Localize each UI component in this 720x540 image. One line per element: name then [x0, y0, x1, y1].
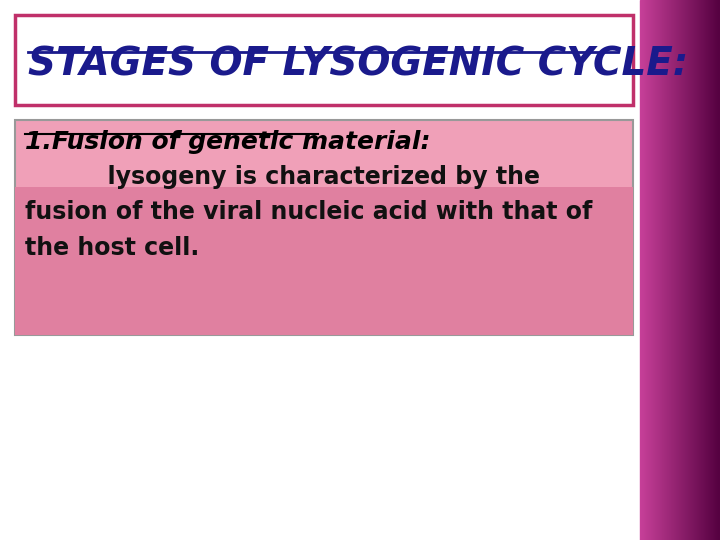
Bar — [682, 0, 684, 540]
Bar — [708, 0, 710, 540]
Bar — [693, 0, 695, 540]
Bar — [678, 0, 680, 540]
Bar — [650, 0, 652, 540]
Bar — [646, 0, 648, 540]
Bar — [668, 0, 670, 540]
Bar — [705, 0, 707, 540]
Bar — [702, 0, 704, 540]
Bar — [649, 0, 651, 540]
Bar — [719, 0, 720, 540]
Bar — [671, 0, 673, 540]
Text: STAGES OF LYSOGENIC CYCLE:: STAGES OF LYSOGENIC CYCLE: — [28, 45, 688, 83]
Bar — [692, 0, 694, 540]
Bar — [679, 0, 681, 540]
Bar — [695, 0, 697, 540]
Bar — [675, 0, 677, 540]
Bar — [699, 0, 701, 540]
Bar — [647, 0, 649, 540]
Bar — [658, 0, 660, 540]
Bar — [665, 0, 667, 540]
Bar — [689, 0, 691, 540]
Bar — [711, 0, 713, 540]
Bar — [697, 0, 699, 540]
FancyBboxPatch shape — [15, 187, 633, 335]
Bar — [642, 0, 644, 540]
Bar — [710, 0, 712, 540]
Bar — [694, 0, 696, 540]
FancyBboxPatch shape — [15, 120, 633, 335]
Bar — [700, 0, 702, 540]
Bar — [645, 0, 647, 540]
Bar — [648, 0, 650, 540]
Bar — [703, 0, 705, 540]
Bar — [686, 0, 688, 540]
Bar — [659, 0, 661, 540]
Bar — [701, 0, 703, 540]
Bar — [714, 0, 716, 540]
Bar — [717, 0, 719, 540]
Bar — [643, 0, 645, 540]
Bar — [662, 0, 664, 540]
Bar — [707, 0, 709, 540]
Bar — [641, 0, 643, 540]
Bar — [663, 0, 665, 540]
Bar — [660, 0, 662, 540]
Bar — [654, 0, 656, 540]
Bar — [674, 0, 676, 540]
Bar — [676, 0, 678, 540]
Bar — [667, 0, 669, 540]
Text: 1.Fusion of genetic material:: 1.Fusion of genetic material: — [25, 130, 431, 154]
Bar — [698, 0, 700, 540]
Bar — [718, 0, 720, 540]
Bar — [696, 0, 698, 540]
Bar — [684, 0, 686, 540]
Bar — [681, 0, 683, 540]
Bar — [670, 0, 672, 540]
Bar — [640, 0, 642, 540]
Bar — [712, 0, 714, 540]
Bar — [644, 0, 646, 540]
Bar — [685, 0, 687, 540]
FancyBboxPatch shape — [15, 15, 633, 105]
Bar — [677, 0, 679, 540]
Bar — [652, 0, 654, 540]
Bar — [651, 0, 653, 540]
Bar — [661, 0, 663, 540]
Bar — [713, 0, 715, 540]
Bar — [657, 0, 659, 540]
Bar — [672, 0, 674, 540]
Bar — [673, 0, 675, 540]
Bar — [704, 0, 706, 540]
Bar — [680, 0, 682, 540]
Bar — [716, 0, 718, 540]
Bar — [688, 0, 690, 540]
Bar — [656, 0, 658, 540]
Bar — [664, 0, 666, 540]
Bar — [666, 0, 668, 540]
Bar — [715, 0, 717, 540]
Bar — [690, 0, 692, 540]
Bar — [683, 0, 685, 540]
Text: lysogeny is characterized by the
fusion of the viral nucleic acid with that of
t: lysogeny is characterized by the fusion … — [25, 165, 593, 260]
Bar — [655, 0, 657, 540]
Bar — [653, 0, 655, 540]
Bar — [709, 0, 711, 540]
Bar — [687, 0, 689, 540]
Bar — [691, 0, 693, 540]
Bar — [669, 0, 671, 540]
Bar — [706, 0, 708, 540]
